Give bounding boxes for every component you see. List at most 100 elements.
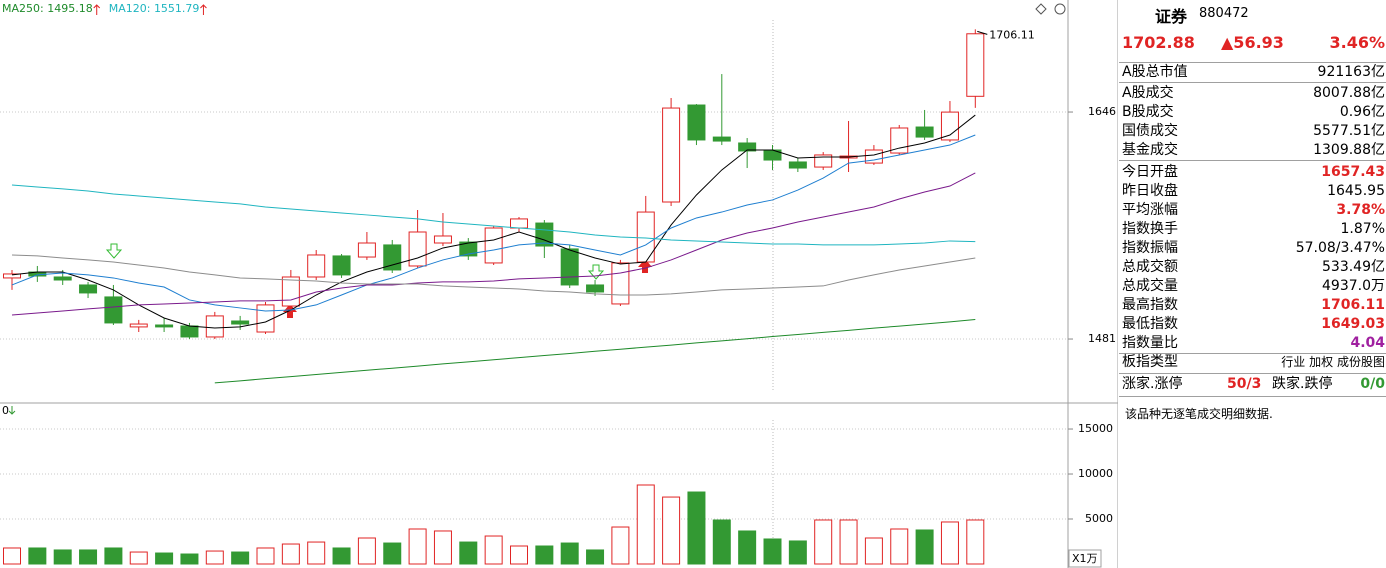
stat-label: 指数振幅	[1122, 240, 1178, 256]
stat-row: 平均涨幅 3.78%	[1122, 201, 1385, 220]
volume-bar	[129, 551, 148, 565]
candle-body	[864, 149, 883, 164]
candle-body	[535, 222, 554, 247]
stat-value: 533.49亿	[1322, 259, 1385, 275]
candle-body	[611, 262, 630, 305]
separator	[1119, 62, 1386, 63]
stat-value: 0.96亿	[1339, 104, 1385, 120]
legend-sep: :	[147, 2, 154, 15]
candle-body	[459, 241, 478, 257]
volume-bar	[3, 547, 21, 565]
stat-value: 1.87%	[1340, 221, 1385, 237]
volume-bar	[79, 549, 98, 565]
candle-body	[662, 107, 681, 203]
stat-row: 总成交额 533.49亿	[1122, 258, 1385, 277]
volume-bar	[712, 519, 731, 565]
candle-body	[3, 273, 21, 279]
stat-row: 基金成交 1309.88亿	[1122, 141, 1385, 160]
candle-body	[940, 111, 959, 141]
volume-bar	[332, 547, 351, 565]
stat-value: 3.78%	[1336, 202, 1385, 218]
candle-body	[129, 323, 148, 328]
stat-label: 今日开盘	[1122, 164, 1178, 180]
stat-row: 最低指数 1649.03	[1122, 315, 1385, 334]
volume-bar	[459, 541, 478, 565]
y-tick-label: 1481	[1088, 332, 1116, 345]
candle-body	[712, 136, 731, 142]
candle-body	[915, 126, 934, 138]
legend-sep: :	[40, 2, 47, 15]
stat-value: 1706.11	[1321, 297, 1385, 313]
legend-value: 1551.79	[154, 2, 200, 15]
stat-value: 8007.88亿	[1313, 85, 1385, 101]
ma-line	[11, 134, 976, 312]
option[interactable]: 成份股图	[1336, 355, 1385, 369]
separator	[1119, 373, 1386, 374]
volume-title: 0	[2, 404, 9, 417]
candle-body	[433, 235, 452, 244]
volume-bar	[383, 542, 402, 565]
candle-body	[586, 284, 605, 293]
volume-bar	[433, 530, 452, 565]
stat-row: 指数振幅 57.08/3.47%	[1122, 239, 1385, 258]
candle-body	[788, 161, 807, 169]
stat-row: A股总市值 921163亿	[1122, 63, 1385, 82]
candle-body	[256, 304, 275, 333]
ma-line	[11, 254, 976, 296]
volume-bar	[484, 535, 503, 565]
legend-arrow	[200, 4, 207, 15]
candle-body	[79, 284, 98, 294]
note: 该品种无逐笔成交明细数据.	[1125, 407, 1273, 421]
candle-body	[307, 254, 326, 278]
stat-row: B股成交 0.96亿	[1122, 103, 1385, 122]
volume-bar	[155, 552, 174, 565]
legend-name: MA120	[109, 2, 147, 15]
candle-body	[738, 142, 757, 152]
label: 板指类型	[1122, 354, 1178, 370]
volume-bar	[560, 542, 579, 565]
ma-line	[214, 319, 976, 384]
separator	[1119, 82, 1386, 83]
legend-entry: MA250: 1495.18	[2, 2, 93, 15]
volume-bar	[256, 547, 275, 565]
volume-bar	[915, 529, 934, 565]
sector-type-row: 板指类型 行业 加权 成份股图	[1122, 353, 1385, 372]
option[interactable]: 加权	[1309, 355, 1334, 369]
volume-bar	[510, 545, 528, 565]
icon-diamond[interactable]	[1035, 3, 1047, 15]
volume-arrow	[8, 406, 16, 415]
candle-body	[484, 227, 503, 264]
stat-value: 921163亿	[1317, 64, 1385, 80]
volume-bar	[814, 519, 833, 565]
stat-value: 1645.95	[1327, 183, 1385, 199]
stat-label: 指数换手	[1122, 221, 1178, 237]
volume-bar	[535, 545, 554, 565]
volume-bar	[611, 526, 630, 565]
candle-body	[53, 276, 72, 281]
volume-bar	[738, 530, 757, 565]
annotation-line	[977, 30, 988, 35]
volume-bar	[839, 519, 858, 565]
volume-bar	[408, 528, 427, 565]
volume-bar	[890, 528, 909, 565]
stat-label: B股成交	[1122, 104, 1174, 120]
icon-circle[interactable]	[1054, 3, 1066, 15]
volume-bar	[205, 550, 224, 565]
volume-bar	[687, 491, 706, 565]
stat-row: A股成交 8007.88亿	[1122, 84, 1385, 103]
stat-label: 总成交额	[1122, 259, 1178, 275]
buy-signal	[638, 259, 652, 273]
volume-unit: X1万	[1072, 552, 1098, 565]
stat-row: 昨日收盘 1645.95	[1122, 182, 1385, 201]
candle-body	[357, 242, 376, 258]
stat-value: 4937.0万	[1322, 278, 1385, 294]
option[interactable]: 行业	[1281, 355, 1306, 369]
label: 涨家.涨停	[1122, 376, 1183, 392]
stat-value: 1309.88亿	[1313, 142, 1385, 158]
y-tick-label: 1646	[1088, 105, 1116, 118]
y-tick-label: 10000	[1078, 467, 1113, 480]
separator	[1119, 396, 1386, 397]
volume-bar	[231, 551, 250, 565]
stat-label: 最低指数	[1122, 316, 1178, 332]
stat-label: A股总市值	[1122, 64, 1188, 80]
